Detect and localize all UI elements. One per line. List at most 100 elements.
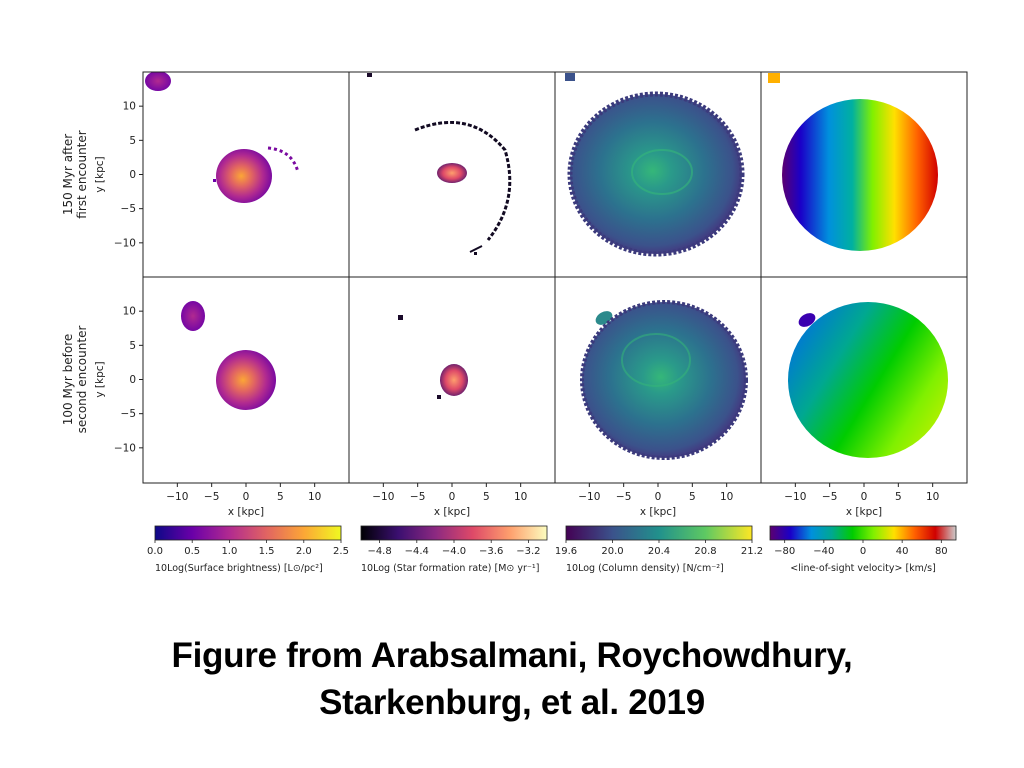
colorbar-gradient	[154, 525, 342, 541]
panel-frames	[142, 71, 968, 484]
y-tick-label: 10	[123, 101, 136, 113]
colorbar-tick-label: 20.8	[694, 546, 716, 557]
colorbar-tick-label: −80	[774, 546, 795, 557]
gas-disk	[567, 91, 745, 257]
x-tick-label: −5	[204, 491, 219, 503]
y-tick-label: −5	[121, 408, 136, 420]
colorbar-tick-label: 0	[860, 546, 866, 557]
colorbar-gradient	[360, 525, 548, 541]
main-galaxy	[216, 350, 276, 410]
x-tick-label: 10	[720, 491, 733, 503]
x-axis-label: x [kpc]	[640, 506, 676, 518]
panel-r2c3-column-density	[580, 300, 748, 460]
row-labels: 150 Myr after first encounter y [kpc] 100 M…	[61, 130, 106, 433]
row-label-2: 100 Myr before second encounter y [kpc]	[61, 326, 106, 434]
colorbar-tick-label: −3.2	[516, 546, 540, 557]
colorbar-4: −80 −40 0 40 80 <line-of-sight velocity> [km/…	[769, 525, 957, 574]
sfr-core	[437, 163, 467, 183]
x-tick-label: 5	[689, 491, 696, 503]
y-tick-label: 0	[129, 169, 136, 181]
x-tick-label: −5	[616, 491, 631, 503]
colorbar-tick-label: 2.5	[333, 546, 349, 557]
row-label-line1: 100 Myr before	[61, 334, 75, 426]
x-tick-label: 10	[514, 491, 527, 503]
colorbar-label: 10Log (Star formation rate) [M⊙ yr⁻¹]	[361, 563, 539, 574]
y-tick-label: −10	[114, 442, 136, 454]
row-label-line1: 150 Myr after	[61, 134, 75, 215]
colorbar-tick-label: −4.0	[442, 546, 466, 557]
colorbar-tick-label: −3.6	[479, 546, 503, 557]
x-tick-label: 5	[895, 491, 902, 503]
x-tick-label: −5	[822, 491, 837, 503]
row-label-line2: second encounter	[75, 326, 89, 434]
panel-images	[145, 72, 948, 460]
colorbar-label: <line-of-sight velocity> [km/s]	[790, 563, 936, 574]
x-axis-label: x [kpc]	[846, 506, 882, 518]
gas-spiral	[631, 149, 693, 195]
x-tick-label: −10	[578, 491, 600, 503]
y-tick-label: −5	[121, 203, 136, 215]
colorbar-tick-label: −4.8	[367, 546, 391, 557]
y-axis-label: y [kpc]	[94, 156, 106, 192]
colorbars: 0.0 0.5 1.0 1.5 2.0 2.5 10Log(Surface brightne…	[147, 525, 957, 574]
companion-galaxy	[181, 301, 205, 331]
colorbar-tick-label: 0.0	[147, 546, 163, 557]
x-tick-label: −5	[410, 491, 425, 503]
companion-velocity	[768, 73, 780, 83]
colorbar-tick-label: 80	[935, 546, 948, 557]
colorbar-2: −4.8 −4.4 −4.0 −3.6 −3.2 10Log (Star formatio…	[360, 525, 548, 574]
tidal-arm	[267, 146, 300, 173]
y-tick-label: −10	[114, 237, 136, 249]
y-tick-label: 0	[129, 374, 136, 386]
colorbar-tick-label: 19.6	[555, 546, 577, 557]
panel-r1c1-surface-brightness	[145, 72, 300, 203]
row-label-1: 150 Myr after first encounter y [kpc]	[61, 130, 106, 218]
sfr-arc-tail	[469, 245, 483, 253]
figure: −10 −5 0 5 10 x [kpc] −10 −5 0 5 10 x [kpc] −10 −5 0 5 1…	[61, 71, 968, 574]
x-tick-label: 0	[243, 491, 250, 503]
x-tick-label: 10	[308, 491, 321, 503]
panel-r1c2-star-formation	[367, 73, 512, 255]
colorbar-label: 10Log (Column density) [N/cm⁻²]	[566, 563, 724, 574]
x-tick-label: 0	[449, 491, 456, 503]
panel-r2c4-velocity	[788, 302, 948, 458]
y-tick-label: 5	[129, 340, 136, 352]
colorbar-tick-label: 0.5	[184, 546, 200, 557]
x-tick-label: −10	[372, 491, 394, 503]
debris	[437, 395, 441, 399]
y-axis-label: y [kpc]	[94, 361, 106, 397]
sfr-arc	[414, 120, 512, 241]
x-axis-label: x [kpc]	[434, 506, 470, 518]
debris	[398, 315, 403, 320]
x-tick-label: 0	[655, 491, 662, 503]
companion-galaxy	[145, 72, 171, 91]
colorbar-tick-label: −4.4	[405, 546, 429, 557]
colorbar-1: 0.0 0.5 1.0 1.5 2.0 2.5 10Log(Surface brightne…	[147, 525, 349, 574]
gas-spiral	[621, 333, 691, 387]
companion-gas	[565, 73, 575, 81]
x-tick-label: 5	[483, 491, 490, 503]
colorbar-3: 19.6 20.0 20.4 20.8 21.2 10Log (Column densit…	[555, 525, 763, 574]
figure-caption-line2: Starkenburg, et al. 2019	[319, 683, 705, 722]
colorbar-gradient	[769, 525, 957, 541]
debris	[213, 179, 216, 182]
panel-r2c2-star-formation	[398, 315, 468, 399]
debris	[367, 73, 372, 77]
x-tick-label: −10	[166, 491, 188, 503]
gas-disk	[580, 300, 748, 460]
colorbar-tick-label: 21.2	[741, 546, 763, 557]
colorbar-tick-label: 40	[896, 546, 909, 557]
panel-r1c3-column-density	[565, 73, 745, 257]
colorbar-label: 10Log(Surface brightness) [L⊙/pc²]	[155, 563, 323, 574]
sfr-core	[440, 364, 468, 396]
debris	[474, 252, 477, 255]
velocity-disk	[782, 99, 938, 251]
colorbar-tick-label: −40	[813, 546, 834, 557]
x-tick-label: −10	[784, 491, 806, 503]
panel-r1c4-velocity	[768, 73, 938, 251]
axes: −10 −5 0 5 10 x [kpc] −10 −5 0 5 10 x [kpc] −10 −5 0 5 1…	[114, 101, 940, 518]
colorbar-tick-label: 20.4	[648, 546, 670, 557]
colorbar-gradient	[565, 525, 753, 541]
colorbar-tick-label: 1.5	[259, 546, 275, 557]
x-tick-label: 10	[926, 491, 939, 503]
